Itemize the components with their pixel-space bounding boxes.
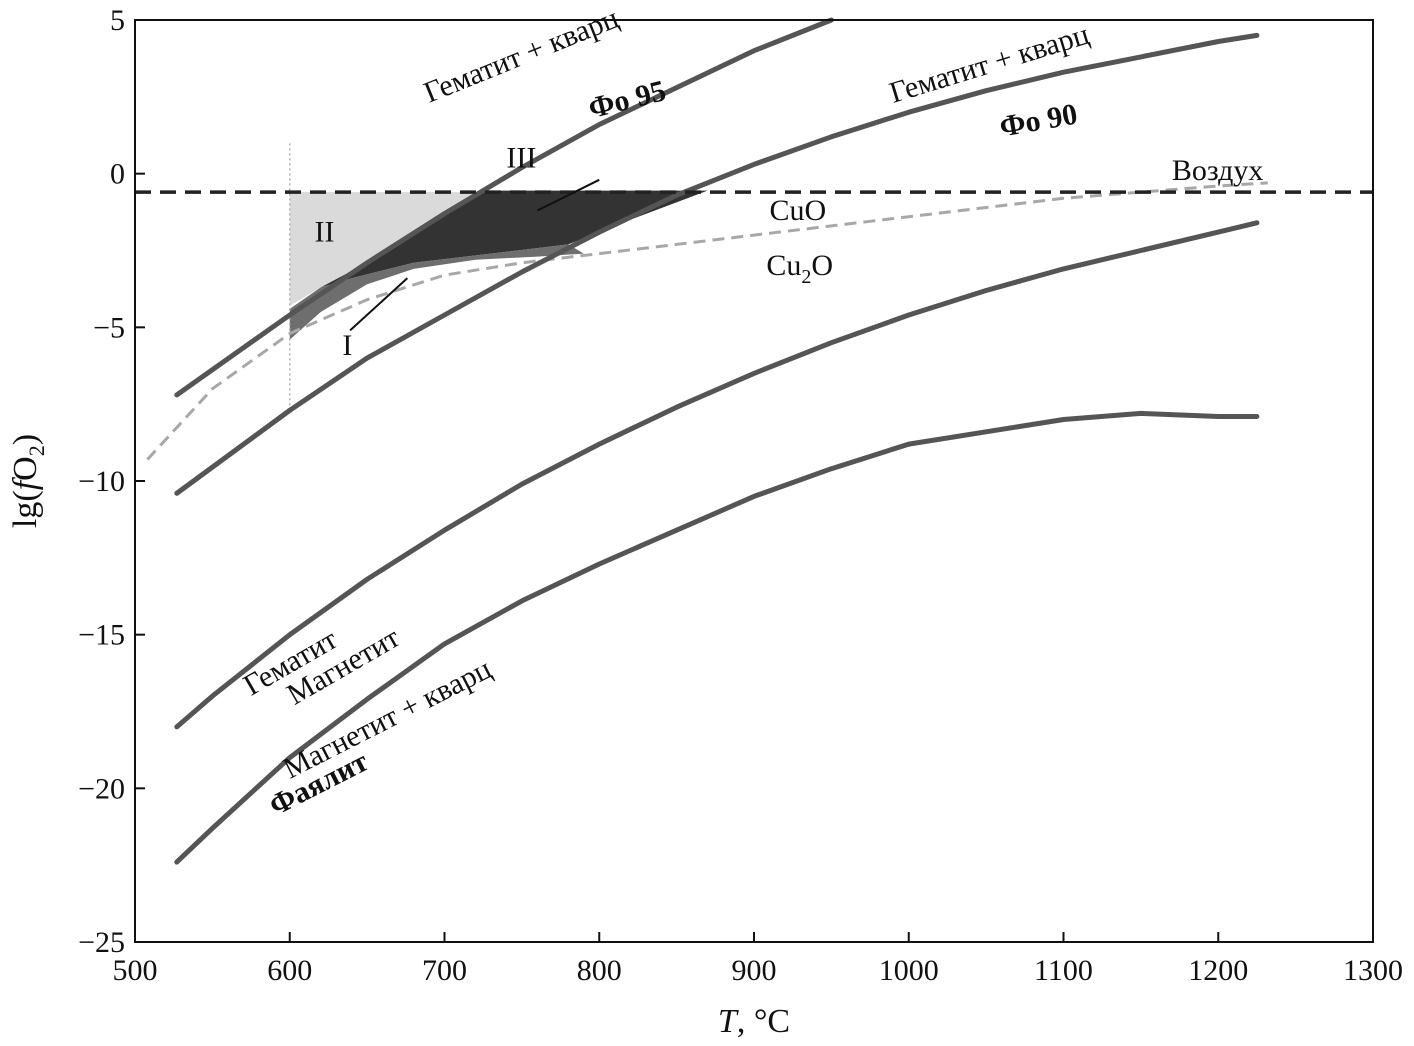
x-tick-label: 700	[422, 954, 467, 987]
label-region-II: II	[315, 215, 335, 248]
label-hq-lower: Гематит + кварц	[886, 18, 1093, 110]
y-tick-label: −5	[93, 311, 125, 344]
y-tick-label: −25	[78, 926, 125, 959]
y-axis-title-o: O	[7, 456, 44, 481]
y-tick-label: −10	[78, 465, 125, 498]
region-III	[320, 190, 708, 288]
leader-I	[349, 277, 409, 332]
y-axis-title-post: )	[7, 434, 44, 445]
x-tick-label: 900	[732, 954, 777, 987]
x-axis-title-unit: , °C	[737, 1003, 790, 1040]
hq-fo90-line	[174, 32, 1260, 496]
x-tick-label: 1100	[1034, 954, 1093, 987]
ticks-layer: 500 600 700 800 900 1000 1100 1200 1300 5 0 −5 −10 −1…	[78, 4, 1403, 987]
x-tick-label: 500	[113, 954, 158, 987]
label-cu2o: Cu2O	[766, 249, 833, 288]
leader-III	[536, 178, 600, 212]
x-axis-title-var: T	[718, 1003, 739, 1040]
x-tick-label: 600	[267, 954, 312, 987]
label-region-III: III	[506, 142, 536, 175]
label-region-I: I	[342, 329, 352, 362]
label-fo95: Фо 95	[585, 74, 669, 125]
hq-fo95-line	[174, 17, 834, 398]
label-air: Воздух	[1172, 154, 1264, 187]
y-tick-label: 5	[110, 4, 125, 37]
x-tick-label: 1300	[1343, 954, 1403, 987]
y-axis-title-pre: lg(	[7, 490, 44, 528]
y-tick-label: −20	[78, 772, 125, 805]
magnetite-quartz-fayalite-line	[174, 410, 1260, 865]
label-fo90: Фо 90	[997, 98, 1080, 144]
y-tick-label: −15	[78, 619, 125, 652]
x-tick-label: 800	[577, 954, 622, 987]
y-axis-title-sub: 2	[24, 445, 49, 456]
x-tick-label: 1200	[1188, 954, 1248, 987]
x-tick-label: 1000	[879, 954, 939, 987]
label-cuo: CuO	[769, 194, 826, 227]
cuo-cu2o-line	[146, 181, 1268, 461]
lines-layer	[135, 17, 1373, 865]
y-tick-label: 0	[110, 158, 125, 191]
x-axis-title: T, °C	[718, 1003, 790, 1040]
hematite-magnetite-line	[174, 220, 1260, 730]
y-axis-title: lg(fO2)	[7, 434, 49, 528]
